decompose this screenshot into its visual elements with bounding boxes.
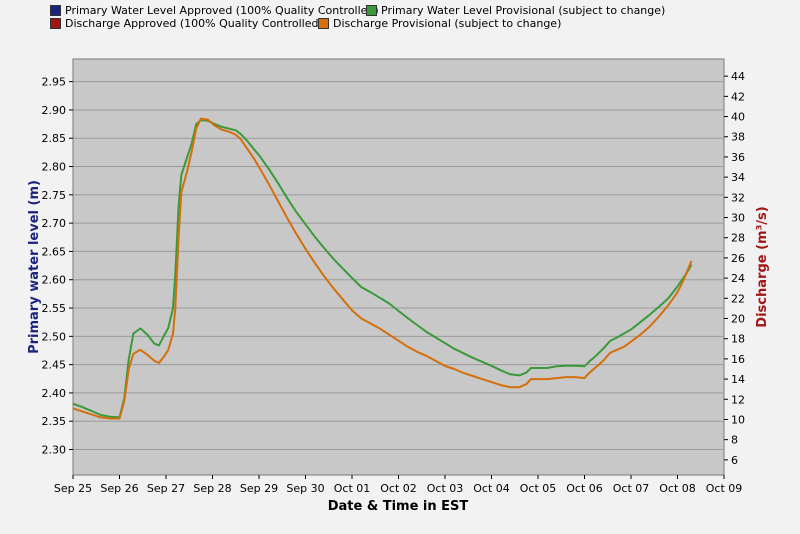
- legend-swatch: [366, 5, 377, 16]
- x-tick-label: Oct 03: [427, 482, 464, 495]
- legend-swatch: [50, 18, 61, 29]
- right-tick-label: 26: [731, 252, 745, 265]
- left-tick-label: 2.35: [42, 415, 67, 428]
- right-tick-label: 42: [731, 90, 745, 103]
- right-tick-label: 12: [731, 393, 745, 406]
- legend-item-discharge-provisional[interactable]: Discharge Provisional (subject to change…: [318, 17, 561, 31]
- x-tick-label: Oct 09: [706, 482, 743, 495]
- legend-swatch: [50, 5, 61, 16]
- legend-item-water-level-approved[interactable]: Primary Water Level Approved (100% Quali…: [50, 4, 379, 18]
- left-axis-title: Primary water level (m): [27, 180, 42, 354]
- right-tick-label: 38: [731, 131, 745, 144]
- left-tick-label: 2.40: [42, 387, 67, 400]
- x-tick-label: Oct 08: [659, 482, 696, 495]
- right-tick-label: 10: [731, 413, 745, 426]
- right-tick-label: 22: [731, 292, 745, 305]
- x-tick-label: Oct 02: [380, 482, 417, 495]
- left-tick-label: 2.75: [42, 189, 67, 202]
- legend-item-water-level-provisional[interactable]: Primary Water Level Provisional (subject…: [366, 4, 665, 18]
- right-tick-label: 44: [731, 70, 745, 83]
- right-tick-label: 28: [731, 232, 745, 245]
- left-tick-label: 2.95: [42, 76, 67, 89]
- right-tick-label: 36: [731, 151, 745, 164]
- x-axis: Sep 25 Sep 26 Sep 27 Sep 28 Sep 29 Sep 30 Oct …: [54, 475, 742, 495]
- legend-swatch: [318, 18, 329, 29]
- right-tick-label: 14: [731, 373, 745, 386]
- legend-label: Discharge Provisional (subject to change…: [333, 17, 562, 30]
- right-tick-label: 24: [731, 272, 745, 285]
- left-tick-label: 2.65: [42, 245, 67, 258]
- right-tick-label: 20: [731, 312, 745, 325]
- left-tick-label: 2.30: [42, 444, 67, 457]
- left-tick-label: 2.70: [42, 217, 67, 230]
- left-tick-label: 2.60: [42, 274, 67, 287]
- right-tick-label: 16: [731, 353, 745, 366]
- left-tick-label: 2.50: [42, 330, 67, 343]
- left-tick-label: 2.45: [42, 359, 67, 372]
- grid-lines: [73, 81, 724, 451]
- water-level-provisional-line: [72, 119, 693, 419]
- legend-label: Primary Water Level Approved (100% Quali…: [65, 4, 379, 17]
- left-axis: 2.30 2.35 2.40 2.45 2.50 2.55 2.60 2.65 2.70 2.75…: [42, 76, 73, 457]
- discharge-provisional-line: [72, 117, 693, 420]
- left-tick-label: 2.85: [42, 132, 67, 145]
- right-tick-label: 18: [731, 333, 745, 346]
- right-tick-label: 32: [731, 191, 745, 204]
- x-axis-title: Date & Time in EST: [328, 499, 469, 514]
- right-tick-label: 30: [731, 212, 745, 225]
- x-tick-label: Oct 05: [520, 482, 557, 495]
- left-tick-label: 2.55: [42, 302, 67, 315]
- plot-area: [72, 58, 725, 476]
- right-tick-label: 8: [731, 434, 738, 447]
- legend: Primary Water Level Approved (100% Quali…: [0, 0, 800, 40]
- x-tick-label: Sep 25: [54, 482, 92, 495]
- x-tick-label: Sep 27: [147, 482, 185, 495]
- right-axis-title: Discharge (m³/s): [755, 206, 770, 327]
- x-tick-label: Oct 04: [473, 482, 510, 495]
- legend-item-discharge-approved[interactable]: Discharge Approved (100% Quality Control…: [50, 17, 323, 31]
- x-tick-label: Sep 30: [286, 482, 324, 495]
- x-tick-label: Sep 26: [100, 482, 138, 495]
- x-tick-label: Oct 01: [334, 482, 371, 495]
- right-tick-label: 6: [731, 454, 738, 467]
- x-tick-label: Sep 29: [240, 482, 278, 495]
- x-tick-label: Oct 06: [566, 482, 603, 495]
- right-axis: 6 8 10 12 14 16 18 20 22 24 26 28 30 32 34 36 38 40 42 44: [724, 70, 745, 467]
- left-tick-label: 2.90: [42, 104, 67, 117]
- x-tick-label: Sep 28: [193, 482, 231, 495]
- right-tick-label: 40: [731, 111, 745, 124]
- x-tick-label: Oct 07: [613, 482, 650, 495]
- legend-label: Primary Water Level Provisional (subject…: [381, 4, 666, 17]
- series-layer: [72, 117, 693, 420]
- right-tick-label: 34: [731, 171, 745, 184]
- left-tick-label: 2.80: [42, 161, 67, 174]
- legend-label: Discharge Approved (100% Quality Control…: [65, 17, 323, 30]
